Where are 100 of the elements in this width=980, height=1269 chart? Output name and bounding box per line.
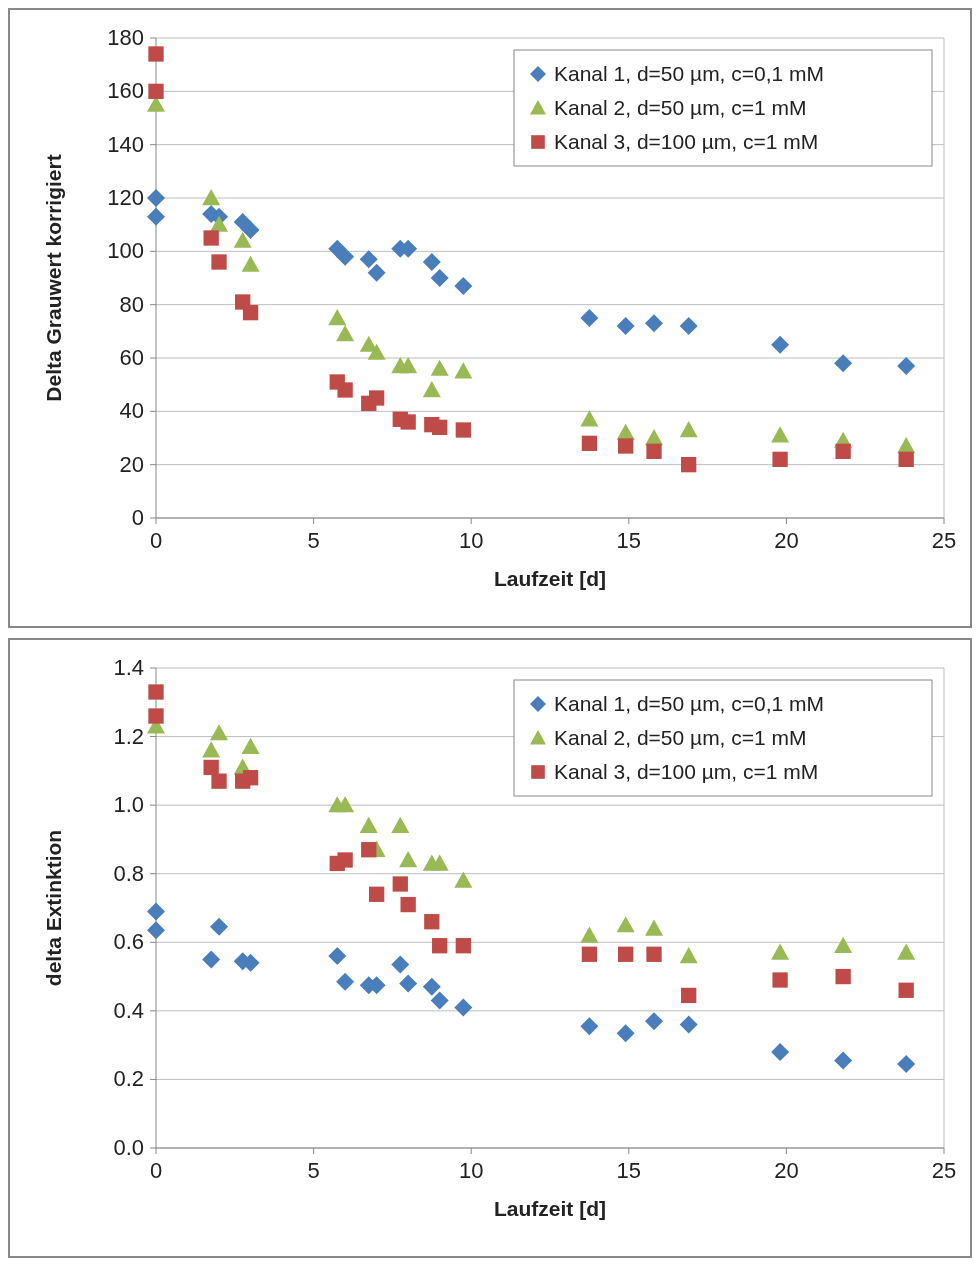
- y-tick-label: 0.4: [113, 997, 144, 1023]
- y-tick-label: 1.4: [113, 655, 144, 680]
- point: [580, 1017, 599, 1036]
- point: [147, 902, 165, 921]
- point: [580, 410, 599, 427]
- legend-label: Kanal 1, d=50 µm, c=0,1 mM: [554, 62, 825, 85]
- point: [581, 946, 598, 962]
- point: [834, 936, 853, 953]
- point: [897, 1055, 916, 1073]
- point: [148, 83, 164, 99]
- y-tick-label: 20: [119, 451, 144, 477]
- point: [455, 938, 471, 954]
- point: [367, 263, 386, 282]
- point: [359, 816, 378, 833]
- point: [147, 921, 165, 940]
- y-tick-label: 1.0: [113, 792, 144, 818]
- point: [616, 317, 635, 335]
- point: [455, 422, 471, 438]
- x-tick-label: 5: [307, 1158, 320, 1183]
- point: [618, 438, 634, 454]
- point: [337, 852, 353, 868]
- point: [241, 221, 260, 239]
- point: [202, 189, 221, 206]
- x-tick-label: 20: [774, 528, 799, 553]
- point: [399, 974, 418, 993]
- point: [645, 314, 664, 333]
- point: [679, 421, 698, 438]
- point: [679, 947, 698, 964]
- point: [771, 1043, 790, 1061]
- x-tick-label: 15: [616, 528, 642, 553]
- point: [679, 317, 698, 335]
- point: [367, 343, 386, 360]
- point: [897, 357, 916, 375]
- y-tick-label: 60: [119, 345, 144, 370]
- point: [681, 457, 697, 473]
- y-tick-label: 140: [107, 131, 144, 157]
- x-tick-label: 25: [931, 528, 957, 553]
- point: [392, 876, 408, 892]
- point: [430, 359, 449, 376]
- point: [616, 916, 635, 933]
- point: [430, 854, 449, 871]
- point: [432, 938, 448, 954]
- y-tick-label: 160: [107, 78, 144, 104]
- y-tick-label: 180: [107, 25, 144, 50]
- point: [203, 230, 219, 246]
- point: [422, 977, 441, 996]
- y-tick-label: 0.8: [113, 860, 144, 886]
- point: [646, 443, 662, 459]
- point: [400, 896, 416, 913]
- point: [147, 207, 165, 226]
- point: [835, 968, 851, 985]
- y-tick-label: 0.0: [113, 1135, 144, 1160]
- point: [211, 254, 227, 270]
- legend-label: Kanal 2, d=50 µm, c=1 mM: [554, 96, 807, 119]
- point: [336, 325, 355, 342]
- point: [400, 414, 416, 430]
- point: [368, 390, 385, 406]
- x-tick-label: 10: [458, 528, 484, 553]
- x-axis-title: Laufzeit [d]: [494, 567, 606, 590]
- legend-label: Kanal 1, d=50 µm, c=0,1 mM: [554, 692, 825, 715]
- x-tick-label: 25: [931, 1158, 957, 1183]
- x-tick-label: 15: [616, 1158, 642, 1183]
- point: [233, 231, 252, 248]
- point: [336, 972, 355, 991]
- point: [202, 741, 221, 758]
- point: [771, 426, 790, 443]
- point: [681, 987, 697, 1004]
- x-tick-label: 10: [458, 1158, 484, 1183]
- point: [391, 955, 410, 974]
- y-tick-label: 40: [119, 398, 144, 424]
- point: [454, 871, 473, 888]
- point: [645, 919, 664, 936]
- point: [772, 972, 788, 988]
- point: [147, 189, 165, 207]
- point: [242, 770, 259, 786]
- point: [202, 950, 221, 969]
- point: [241, 737, 260, 755]
- y-tick-label: 0.6: [113, 929, 144, 955]
- y-tick-label: 120: [107, 185, 144, 210]
- y-tick-label: 0.2: [113, 1066, 144, 1092]
- y-tick-label: 1.2: [113, 723, 144, 749]
- point: [454, 362, 473, 379]
- y-tick-label: 80: [119, 291, 144, 317]
- legend-label: Kanal 3, d=100 µm, c=1 mM: [554, 130, 819, 153]
- x-tick-label: 5: [307, 528, 320, 553]
- point: [430, 991, 449, 1010]
- point: [898, 451, 914, 467]
- point: [645, 1012, 664, 1031]
- point: [897, 943, 916, 960]
- point: [430, 269, 449, 287]
- point: [337, 382, 353, 398]
- point: [834, 1051, 853, 1070]
- point: [211, 773, 227, 789]
- x-tick-label: 0: [149, 528, 163, 553]
- point: [834, 354, 853, 373]
- point: [422, 253, 441, 271]
- y-tick-label: 100: [107, 238, 144, 264]
- point: [336, 796, 355, 813]
- point: [210, 724, 229, 741]
- x-tick-label: 20: [774, 1158, 799, 1183]
